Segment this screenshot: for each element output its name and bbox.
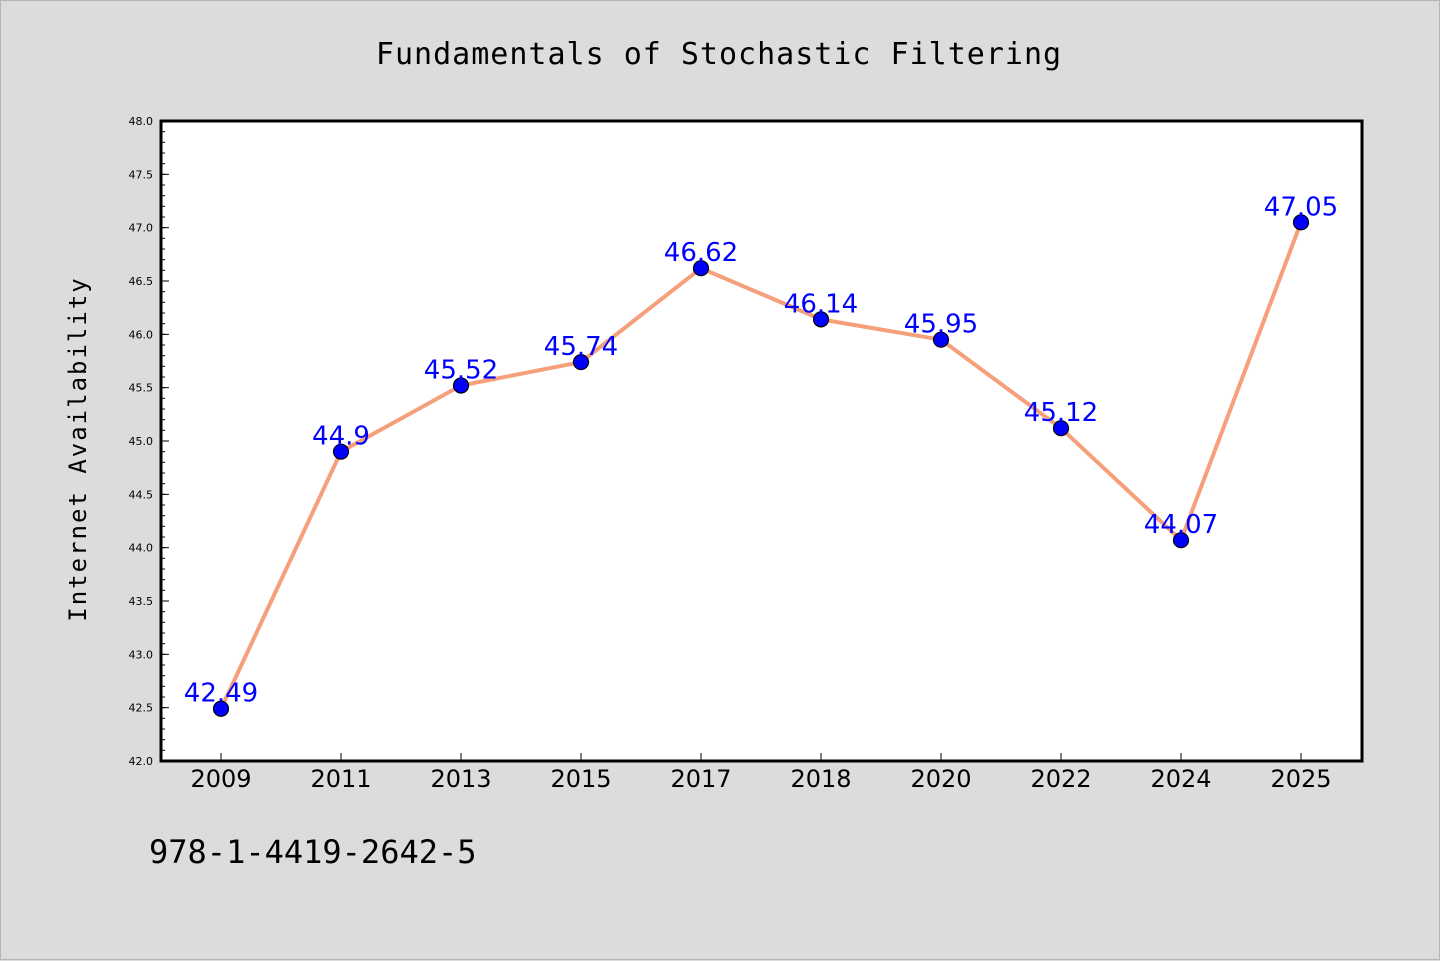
y-tick-label: 43.0 <box>129 648 154 661</box>
y-tick-label: 45.0 <box>129 435 154 448</box>
data-label: 44.07 <box>1144 510 1218 540</box>
x-tick-label: 2025 <box>1270 765 1331 793</box>
x-tick-label: 2017 <box>670 765 731 793</box>
isbn-text: 978-1-4419-2642-5 <box>149 833 477 871</box>
x-tick-label: 2015 <box>550 765 611 793</box>
data-label: 45.95 <box>904 310 978 340</box>
data-point <box>332 443 350 460</box>
y-axis-label: Internet Availability <box>64 276 92 621</box>
data-label: 45.74 <box>544 332 618 362</box>
data-point <box>1172 532 1190 549</box>
data-label: 45.12 <box>1024 398 1098 428</box>
series-line <box>219 221 1303 710</box>
x-tick-label: 2018 <box>790 765 851 793</box>
data-label: 42.49 <box>184 679 258 709</box>
y-tick-label: 44.5 <box>129 488 154 501</box>
x-tick-label: 2009 <box>190 765 251 793</box>
data-point <box>452 377 470 394</box>
y-tick-label: 47.5 <box>129 168 154 181</box>
x-tick-label: 2013 <box>430 765 491 793</box>
y-tick-label: 42.0 <box>129 755 154 768</box>
y-tick-label: 48.0 <box>129 115 154 128</box>
data-label: 46.14 <box>784 289 858 319</box>
y-tick-label: 47.0 <box>129 222 154 235</box>
data-point <box>932 331 950 348</box>
data-label: 47.05 <box>1264 192 1338 222</box>
data-point <box>1292 214 1310 231</box>
x-tick-label: 2024 <box>1150 765 1211 793</box>
chart-title: Fundamentals of Stochastic Filtering <box>376 37 1062 72</box>
data-label: 46.62 <box>664 238 738 268</box>
data-point <box>212 700 230 717</box>
x-tick-label: 2020 <box>910 765 971 793</box>
data-label: 45.52 <box>424 356 498 386</box>
y-tick-label: 46.5 <box>129 275 154 288</box>
x-tick-label: 2022 <box>1030 765 1091 793</box>
x-tick-label: 2011 <box>310 765 371 793</box>
y-tick-label: 45.5 <box>129 382 154 395</box>
data-point <box>692 260 710 277</box>
data-point <box>1052 420 1070 437</box>
y-tick-label: 44.0 <box>129 542 154 555</box>
plot-frame <box>159 119 1364 763</box>
x-axis: 2009 2011 2013 2015 2017 2018 2020 2022 2024 2025 <box>190 753 1332 793</box>
y-tick-label: 42.5 <box>129 702 154 715</box>
data-label: 44.9 <box>312 422 370 452</box>
data-point <box>572 353 590 371</box>
data-point <box>812 311 830 328</box>
y-axis: 42.0 42.5 43.0 43.5 44.0 44.5 45.0 45.5 46.0 46.5… <box>129 115 169 768</box>
y-tick-label: 43.5 <box>129 595 154 608</box>
series-layer: 42.49 44.9 45.52 45.74 46.62 46.14 45.95 45.12 4… <box>184 192 1338 717</box>
y-tick-label: 46.0 <box>129 328 154 341</box>
